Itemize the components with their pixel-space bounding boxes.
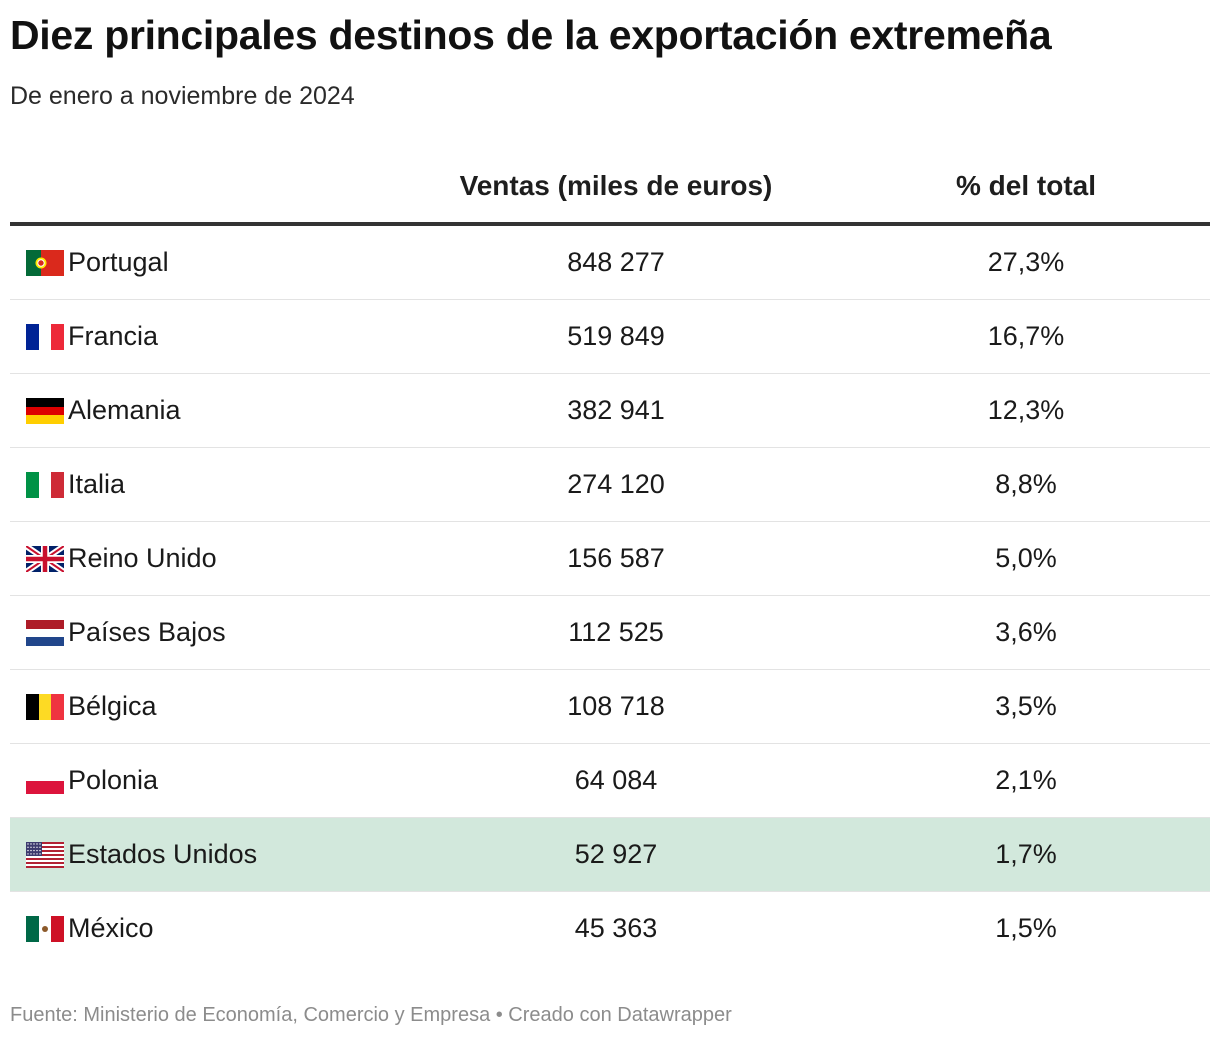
- chart-title: Diez principales destinos de la exportac…: [10, 12, 1052, 58]
- country-name: Estados Unidos: [68, 839, 258, 869]
- chart-subtitle: De enero a noviembre de 2024: [10, 82, 355, 110]
- country-cell: Italia: [10, 447, 410, 522]
- country-cell: Portugal: [10, 224, 410, 300]
- country-cell: Polonia: [10, 743, 410, 818]
- table-row: Portugal 848 277 27,3%: [10, 224, 1210, 300]
- ventas-cell: 382 941: [410, 373, 822, 448]
- ventas-cell: 519 849: [410, 299, 822, 374]
- country-name: Alemania: [68, 395, 181, 425]
- portugal-flag-icon: [26, 249, 64, 276]
- ventas-cell: 108 718: [410, 669, 822, 744]
- table-row: Francia 519 849 16,7%: [10, 299, 1210, 374]
- france-flag-icon: [26, 323, 64, 350]
- ventas-cell: 45 363: [574, 913, 658, 943]
- country-cell: Francia: [10, 299, 410, 374]
- header-percent: % del total: [822, 150, 1210, 226]
- mexico-flag-icon: [26, 915, 64, 942]
- percent-cell: 5,0%: [822, 521, 1210, 596]
- country-name: México: [68, 913, 154, 943]
- country-name: Francia: [68, 321, 159, 351]
- country-name: Portugal: [68, 247, 169, 277]
- country-cell: México: [10, 892, 410, 966]
- percent-cell: 1,7%: [822, 817, 1210, 892]
- ventas-cell: 52 927: [410, 817, 822, 892]
- exports-table: Ventas (miles de euros) % del total Port…: [10, 150, 1210, 965]
- netherlands-flag-icon: [26, 619, 64, 646]
- table-row: Polonia 64 084 2,1%: [10, 743, 1210, 818]
- header-ventas: Ventas (miles de euros): [410, 150, 822, 226]
- ventas-cell: 156 587: [410, 521, 822, 596]
- uk-flag-icon: [26, 545, 64, 572]
- country-name: Reino Unido: [68, 543, 217, 573]
- ventas-cell: 112 525: [410, 595, 822, 670]
- percent-cell: 3,5%: [822, 669, 1210, 744]
- percent-cell: 16,7%: [822, 299, 1210, 374]
- country-name: Países Bajos: [68, 617, 226, 647]
- table-row: Reino Unido 156 587 5,0%: [10, 521, 1210, 596]
- country-cell: Países Bajos: [10, 595, 410, 670]
- table-row: Países Bajos 112 525 3,6%: [10, 595, 1210, 670]
- country-name: Bélgica: [68, 691, 157, 721]
- ventas-cell: 274 120: [410, 447, 822, 522]
- table-row: México 45 363 1,5%: [10, 892, 1210, 966]
- country-cell: Estados Unidos: [10, 817, 410, 892]
- percent-cell: 1,5%: [995, 913, 1057, 943]
- table-body: Portugal 848 277 27,3% Francia 519 849 16,7% A…: [10, 224, 1210, 965]
- country-cell: Reino Unido: [10, 521, 410, 596]
- table-row: Estados Unidos 52 927 1,7%: [10, 817, 1210, 892]
- header-country: [10, 150, 410, 226]
- belgium-flag-icon: [26, 693, 64, 720]
- percent-cell: 12,3%: [822, 373, 1210, 448]
- percent-cell: 2,1%: [822, 743, 1210, 818]
- germany-flag-icon: [26, 397, 64, 424]
- country-cell: Bélgica: [10, 669, 410, 744]
- country-name: Polonia: [68, 765, 159, 795]
- poland-flag-icon: [26, 767, 64, 794]
- country-name: Italia: [68, 469, 126, 499]
- table-header: Ventas (miles de euros) % del total: [10, 150, 1210, 226]
- percent-cell: 8,8%: [822, 447, 1210, 522]
- ventas-cell: 848 277: [410, 224, 822, 300]
- table-row: Bélgica 108 718 3,5%: [10, 669, 1210, 744]
- italy-flag-icon: [26, 471, 64, 498]
- usa-flag-icon: [26, 841, 64, 868]
- percent-cell: 27,3%: [822, 224, 1210, 300]
- source-note: Fuente: Ministerio de Economía, Comercio…: [10, 1004, 732, 1026]
- ventas-cell: 64 084: [410, 743, 822, 818]
- country-cell: Alemania: [10, 373, 410, 448]
- table-row: Italia 274 120 8,8%: [10, 447, 1210, 522]
- table-row: Alemania 382 941 12,3%: [10, 373, 1210, 448]
- percent-cell: 3,6%: [822, 595, 1210, 670]
